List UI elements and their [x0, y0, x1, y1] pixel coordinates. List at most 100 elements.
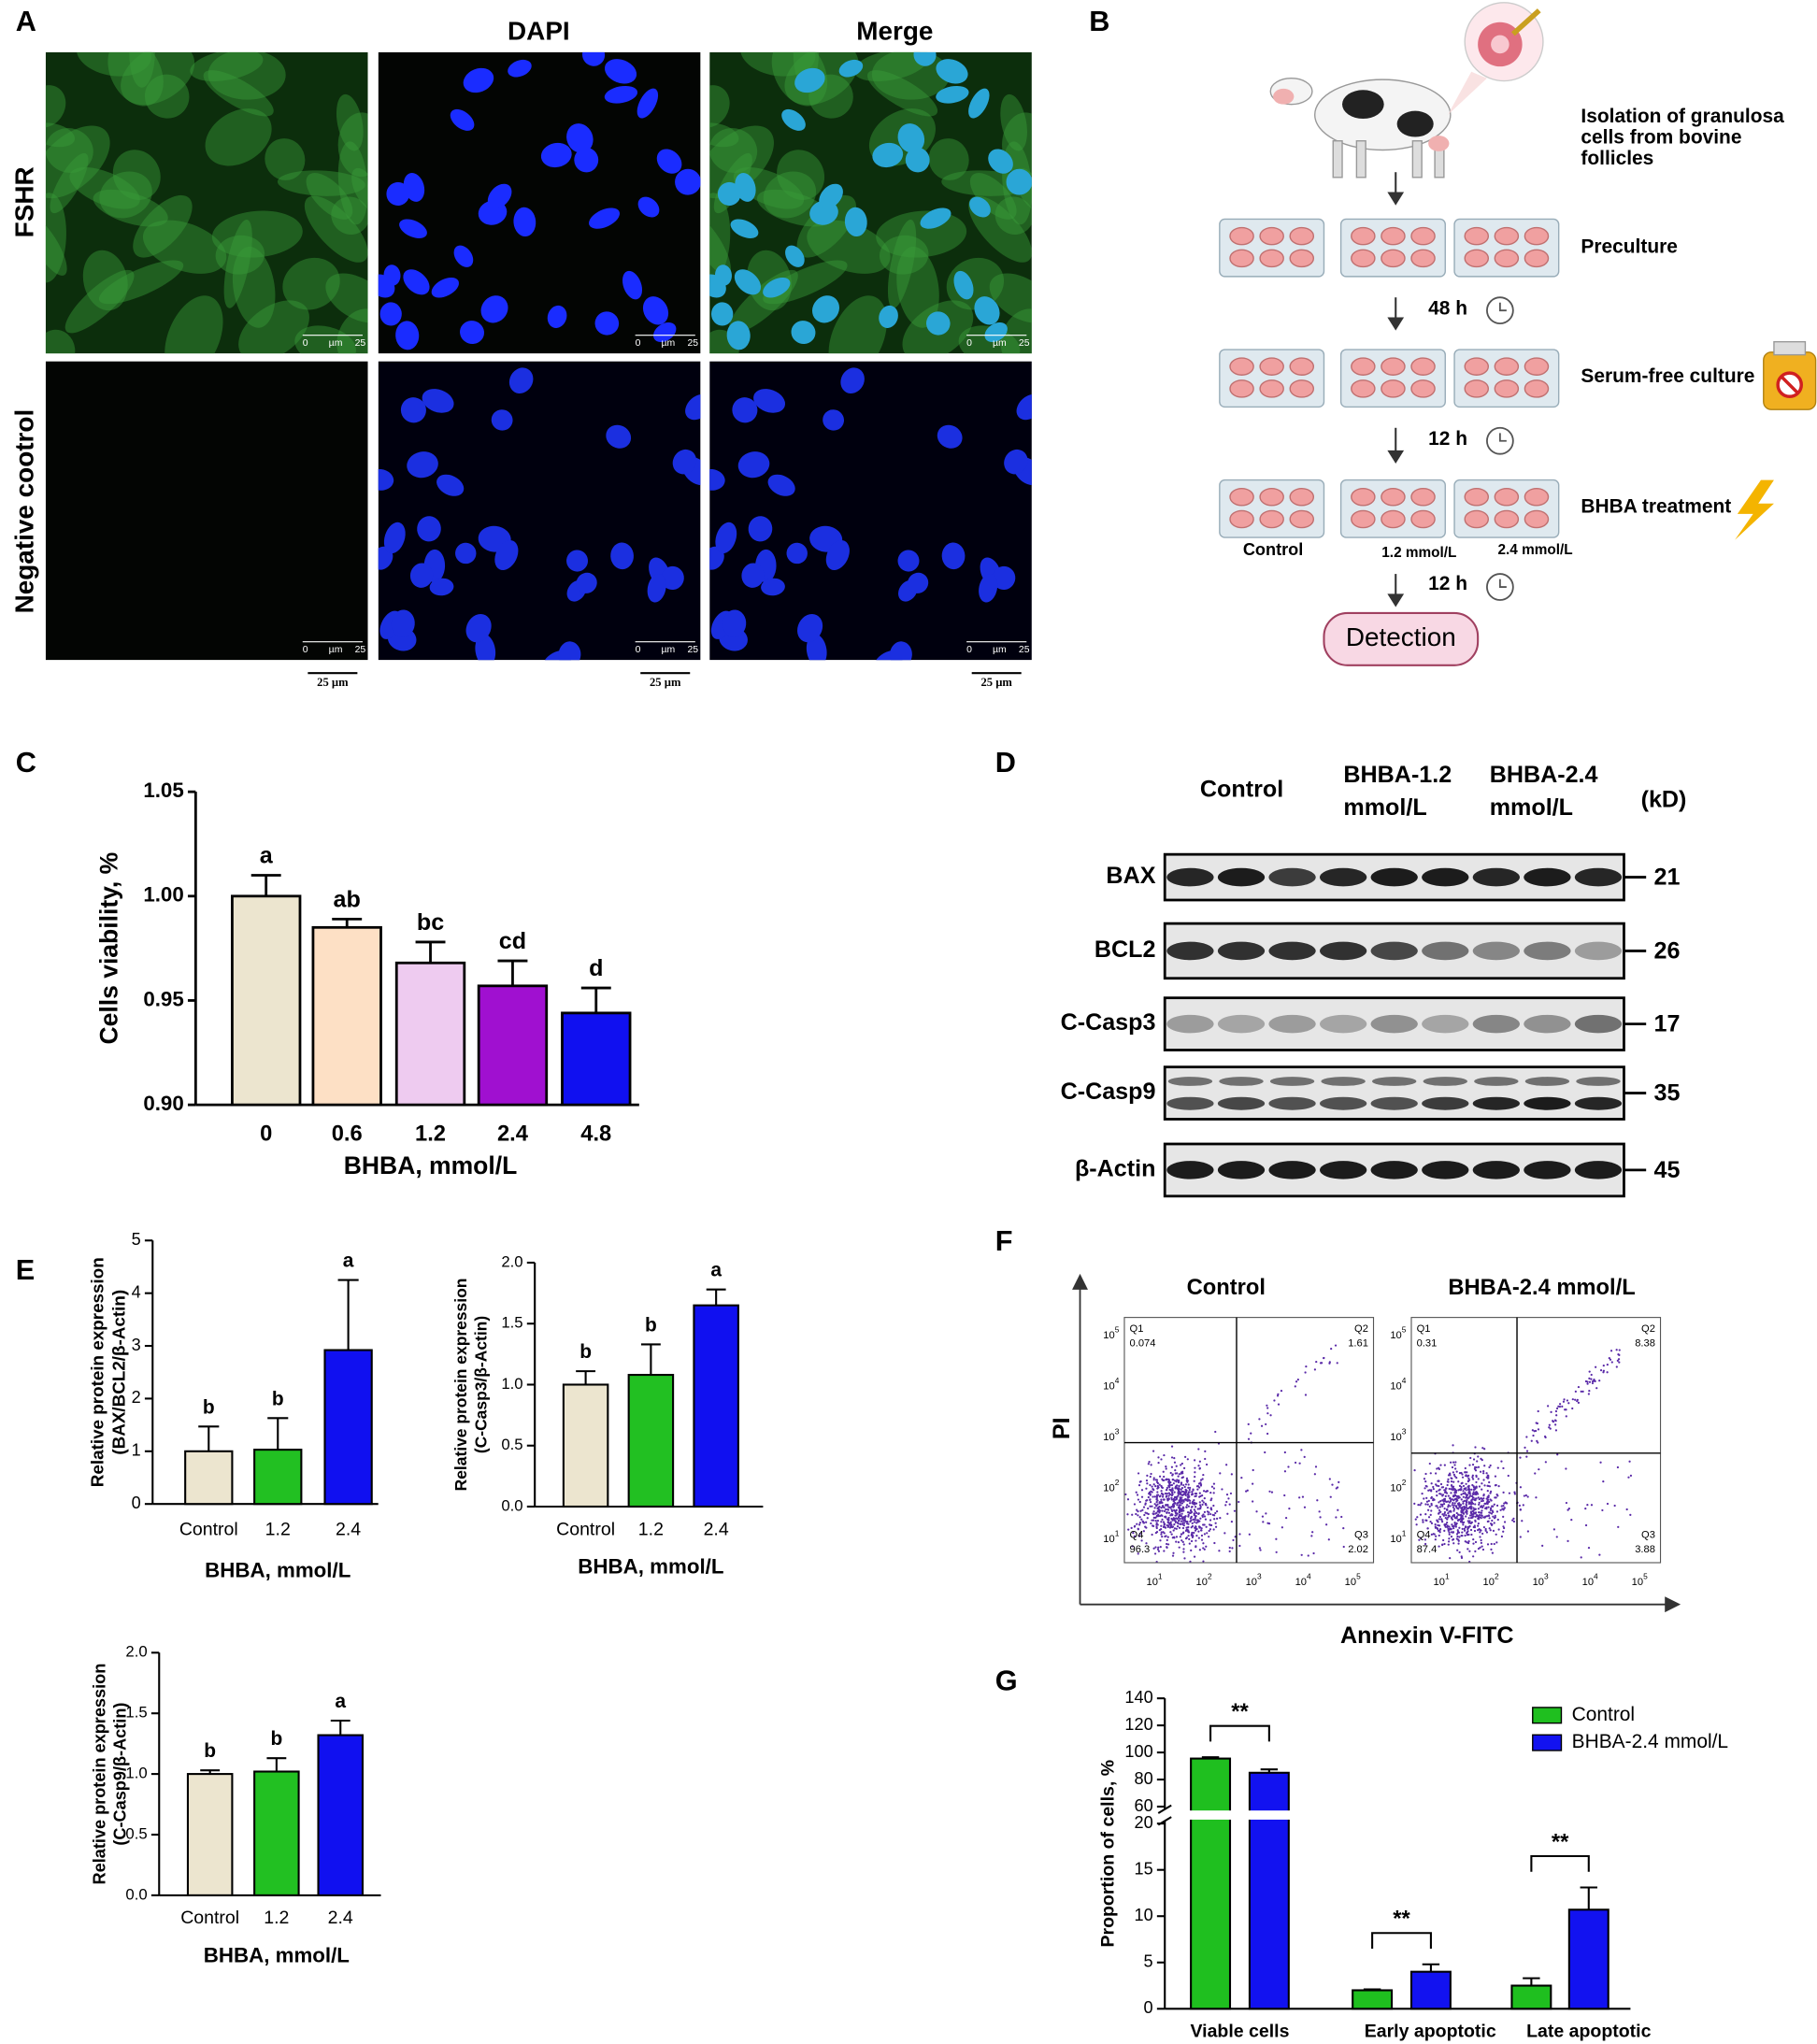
blot-band — [1166, 941, 1214, 961]
flow-event — [1158, 1502, 1161, 1505]
y-tick-label: 15 — [1134, 1859, 1152, 1878]
flow-event — [1567, 1507, 1570, 1510]
flow-event — [1133, 1503, 1137, 1506]
flow-event — [1491, 1509, 1494, 1512]
flow-event — [1454, 1488, 1457, 1492]
blot-band — [1217, 941, 1266, 961]
flow-event — [1446, 1483, 1449, 1487]
flow-event — [1180, 1520, 1183, 1522]
tick-exponent: 5 — [1356, 1572, 1361, 1581]
group-letter: b — [272, 1388, 284, 1409]
flow-event — [1413, 1469, 1416, 1472]
flow-event — [1195, 1527, 1198, 1531]
tick-exponent: 2 — [1208, 1572, 1212, 1581]
flow-event — [1157, 1508, 1161, 1511]
step-text: Serum-free culture — [1581, 365, 1754, 387]
flow-event — [1567, 1508, 1569, 1511]
significance-bracket — [1371, 1932, 1432, 1950]
nucleus — [992, 565, 1016, 591]
flow-event — [1155, 1526, 1158, 1530]
flow-event — [1448, 1487, 1451, 1491]
y-tick-label: 1.0 — [501, 1375, 522, 1393]
micrograph — [378, 51, 701, 354]
flow-event — [1202, 1501, 1205, 1504]
flow-event — [1206, 1532, 1209, 1535]
flow-event — [1202, 1560, 1205, 1563]
flow-event — [1196, 1508, 1199, 1510]
nucleus — [905, 147, 930, 173]
flow-event — [1478, 1503, 1481, 1507]
flow-event — [1453, 1464, 1456, 1466]
well — [1289, 379, 1315, 398]
flow-event — [1586, 1503, 1589, 1507]
nucleus — [540, 142, 572, 168]
tick-exponent: 1 — [1158, 1572, 1163, 1581]
flow-event — [1143, 1513, 1146, 1517]
nucleus — [429, 578, 454, 596]
nucleus — [753, 389, 786, 413]
flow-event — [1434, 1538, 1437, 1541]
flow-event — [1447, 1506, 1450, 1508]
flow-event — [1466, 1532, 1468, 1535]
flow-event — [1181, 1499, 1184, 1502]
nucleus — [378, 274, 395, 298]
flow-event — [1173, 1537, 1176, 1539]
protein-label: BAX — [1106, 863, 1155, 889]
flow-event — [1178, 1546, 1180, 1549]
flow-event — [1178, 1499, 1180, 1502]
flow-event — [1166, 1542, 1168, 1546]
flow-event — [1438, 1545, 1440, 1548]
lane-label: BHBA-1.2 — [1343, 762, 1452, 788]
well — [1381, 509, 1406, 529]
flow-event — [1197, 1512, 1200, 1515]
flow-event — [1468, 1550, 1471, 1552]
flow-event — [1313, 1368, 1317, 1371]
flow-event — [1512, 1520, 1516, 1523]
flow-event — [1204, 1457, 1207, 1461]
flow-event — [1284, 1516, 1288, 1520]
cell — [336, 308, 368, 354]
flow-event — [1152, 1450, 1155, 1452]
flow-event — [1294, 1385, 1296, 1388]
flow-event — [1165, 1465, 1167, 1468]
flow-event — [1466, 1541, 1470, 1545]
tick-exponent: 4 — [1115, 1376, 1120, 1385]
flow-event — [1200, 1534, 1204, 1537]
flow-event — [1452, 1506, 1455, 1508]
flow-event — [1555, 1536, 1558, 1538]
flow-event — [1214, 1525, 1218, 1528]
flow-event — [1199, 1479, 1203, 1481]
flow-event — [1465, 1489, 1467, 1492]
flow-event — [1180, 1492, 1182, 1494]
flow-event — [1486, 1474, 1489, 1477]
flow-event — [1501, 1508, 1504, 1510]
flow-event — [1462, 1523, 1465, 1526]
flow-event — [1127, 1528, 1130, 1531]
flow-event — [1136, 1508, 1138, 1511]
flow-event — [1485, 1531, 1489, 1534]
flow-event — [1179, 1536, 1181, 1538]
flow-event — [1126, 1498, 1130, 1501]
nucleus — [794, 67, 825, 93]
flow-event — [1461, 1531, 1464, 1534]
nucleus — [637, 196, 660, 218]
inset-scale: 25 — [1019, 645, 1030, 655]
flow-event — [1463, 1506, 1466, 1508]
row-header: Negative cootrol — [9, 409, 38, 614]
flow-event — [1552, 1420, 1555, 1423]
bar-break-gap — [1188, 1810, 1233, 1820]
flow-event — [1457, 1480, 1460, 1483]
flow-event — [1613, 1504, 1616, 1508]
nucleus — [594, 311, 620, 336]
well — [1410, 509, 1436, 529]
flow-event — [1212, 1487, 1216, 1490]
flow-event — [1513, 1493, 1516, 1495]
flow-event — [1163, 1498, 1166, 1501]
flow-event — [1429, 1513, 1432, 1517]
flow-event — [1459, 1514, 1462, 1517]
quadrant-name: Q2 — [1354, 1323, 1368, 1335]
error-bar — [576, 1370, 596, 1385]
flow-event — [1315, 1360, 1318, 1364]
flow-event — [1202, 1523, 1205, 1526]
flow-event — [1330, 1348, 1333, 1351]
